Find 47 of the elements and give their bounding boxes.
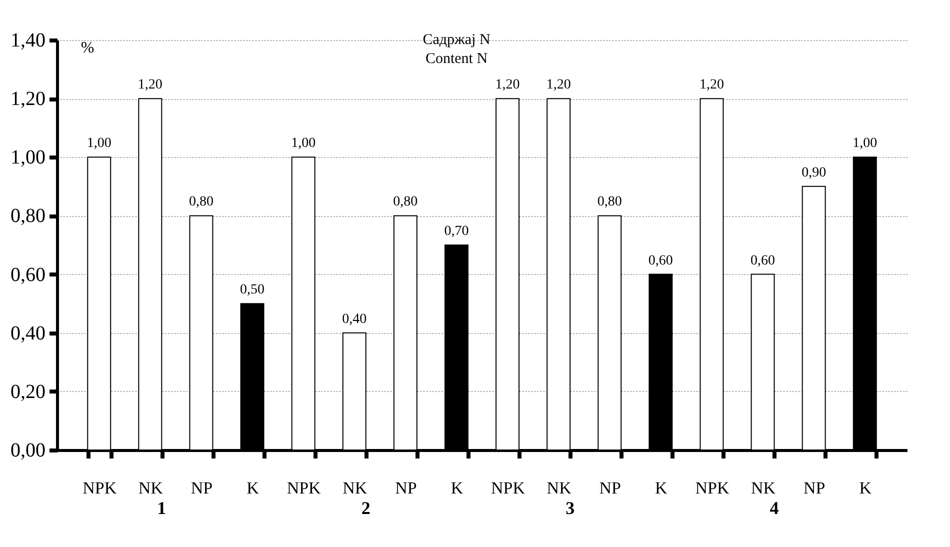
y-tick-label: 0,80 bbox=[10, 205, 46, 228]
data-label: 0,90 bbox=[802, 165, 826, 180]
x-tick-label: NP bbox=[395, 478, 417, 498]
x-tick-label: NP bbox=[803, 478, 826, 498]
text: 3 bbox=[566, 498, 575, 518]
data-label: 0,80 bbox=[393, 194, 418, 210]
y-tick-label: 1,00 bbox=[10, 146, 46, 169]
y-tick-label: 0,40 bbox=[10, 322, 46, 344]
y-tick-label: 0,60 bbox=[10, 264, 46, 286]
data-label: 0,50 bbox=[240, 282, 265, 298]
y-tick-label: 0,20 bbox=[10, 380, 46, 403]
x-tick-label: NK bbox=[342, 478, 368, 498]
data-label: 0,70 bbox=[444, 224, 469, 239]
x-tick-label: NPK bbox=[286, 478, 322, 498]
data-label: 1,00 bbox=[86, 136, 112, 152]
data-label: 1,20 bbox=[138, 78, 162, 93]
x-tick-label: K bbox=[859, 478, 872, 498]
x-tick-label: K bbox=[450, 478, 464, 498]
x-tick-label: NK bbox=[546, 478, 572, 498]
x-tick-label: NP bbox=[599, 478, 621, 498]
y-tick-label: 1,40 bbox=[10, 30, 46, 52]
x-tick-label: K bbox=[246, 478, 260, 498]
data-label: 0,80 bbox=[597, 194, 622, 210]
data-label: 1,20 bbox=[699, 78, 724, 93]
chart-title: Садржај N bbox=[422, 32, 490, 48]
y-tick-label: 0,00 bbox=[10, 440, 46, 462]
x-tick-label: NP bbox=[190, 478, 213, 498]
data-label: 0,80 bbox=[188, 194, 214, 210]
y-axis-title: % bbox=[80, 40, 94, 56]
data-label: 0,60 bbox=[750, 253, 776, 268]
y-tick-label: 1,20 bbox=[10, 88, 46, 110]
text: 4 bbox=[770, 498, 779, 518]
x-tick-label: NK bbox=[751, 478, 776, 498]
text: 2 bbox=[361, 498, 370, 518]
data-label: 1,00 bbox=[291, 136, 316, 152]
data-label: 0,40 bbox=[342, 312, 367, 327]
x-tick-label: NPK bbox=[82, 478, 118, 498]
x-tick-label: NK bbox=[138, 478, 164, 498]
x-tick-label: NPK bbox=[695, 478, 730, 498]
x-tick-label: K bbox=[655, 478, 668, 498]
data-label: 1,20 bbox=[495, 78, 520, 93]
text: Content N bbox=[425, 51, 488, 67]
text: 1 bbox=[157, 498, 166, 518]
x-tick-label: NPK bbox=[491, 478, 526, 498]
data-label: 1,20 bbox=[546, 78, 571, 93]
data-label: 1,00 bbox=[852, 136, 878, 152]
data-label: 0,60 bbox=[648, 253, 673, 268]
